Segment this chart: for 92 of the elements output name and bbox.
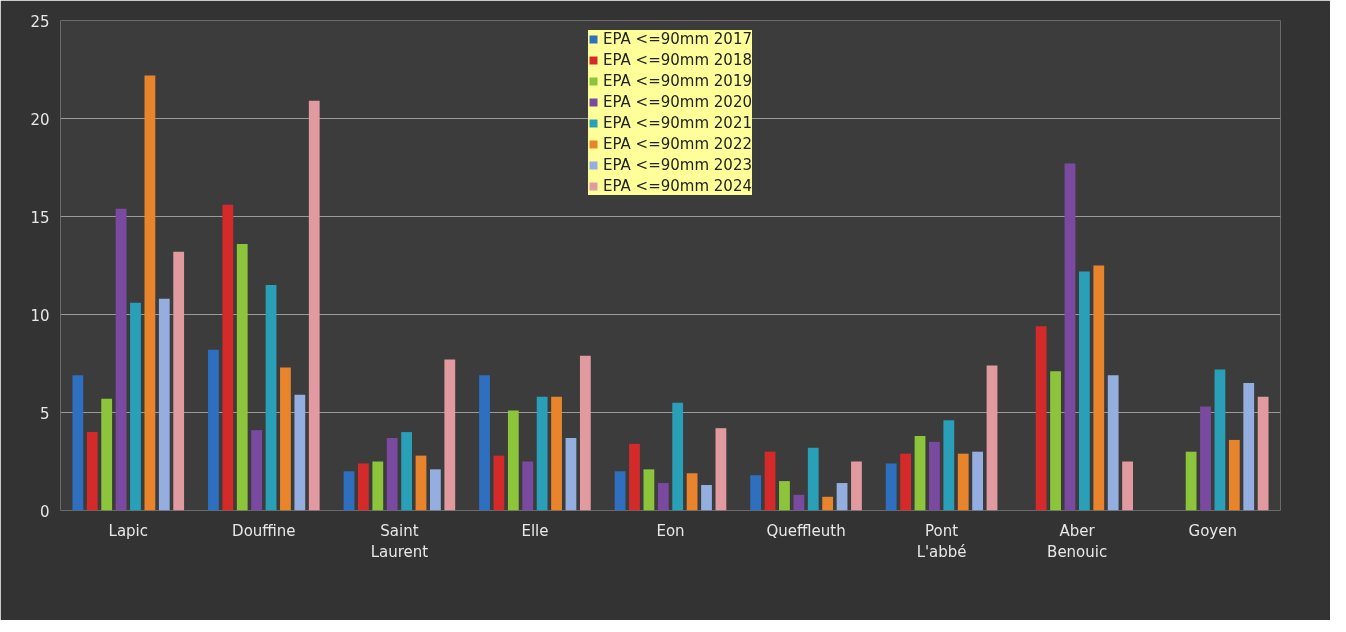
bar (444, 359, 456, 511)
bar (1035, 326, 1047, 511)
x-tick-label: Aber Benouic (1047, 521, 1108, 562)
bar (614, 471, 626, 511)
bar (479, 375, 490, 511)
y-tick-label: 25 (30, 12, 50, 31)
y-tick-label: 20 (30, 110, 50, 129)
bar (280, 367, 291, 511)
bar (929, 441, 940, 511)
bar (265, 285, 277, 511)
x-tick-label: Goyen (1188, 521, 1237, 540)
bar (1185, 451, 1197, 511)
bar (807, 447, 819, 511)
bar (986, 365, 998, 511)
bar (579, 355, 591, 511)
bar (357, 463, 369, 511)
bar (173, 251, 185, 511)
bar (672, 402, 684, 511)
bar (401, 432, 412, 511)
bar (1078, 271, 1090, 511)
bar (565, 437, 577, 511)
bar (1050, 371, 1061, 511)
bar (1243, 383, 1255, 511)
x-tick-label: Douffine (232, 521, 296, 540)
bar (1200, 406, 1211, 511)
bar (943, 420, 955, 511)
bar (72, 375, 84, 511)
bar (643, 469, 655, 511)
bar (885, 463, 897, 511)
bar (415, 455, 427, 511)
bar (236, 243, 248, 511)
bar (294, 394, 306, 511)
x-tick-label: Elle (521, 521, 549, 540)
bar (629, 443, 640, 511)
y-tick-label: 15 (30, 208, 50, 227)
bar (493, 455, 505, 511)
bar (900, 453, 912, 511)
legend-label: EPA <=90mm 2017 (603, 30, 752, 48)
legend-label: EPA <=90mm 2019 (603, 72, 752, 90)
bar (130, 302, 141, 511)
bar (1122, 461, 1133, 511)
bar (750, 475, 762, 511)
bar (115, 208, 127, 511)
x-tick-label: Eon (656, 521, 685, 540)
x-tick-label: Queffleuth (766, 521, 846, 540)
bar (701, 485, 712, 511)
bar (764, 451, 776, 511)
bar (251, 430, 263, 511)
bar (972, 451, 984, 511)
legend-label: EPA <=90mm 2024 (603, 177, 752, 195)
bar (86, 432, 98, 511)
bar (551, 396, 562, 511)
bar (308, 100, 320, 511)
bar (536, 396, 548, 511)
bar (429, 469, 441, 511)
bar (1214, 369, 1226, 511)
legend-label: EPA <=90mm 2022 (603, 135, 752, 153)
x-tick-label: Lapic (108, 521, 149, 540)
bar (1107, 375, 1119, 511)
legend-label: EPA <=90mm 2021 (603, 114, 752, 132)
bar (914, 436, 926, 511)
bar (372, 461, 384, 511)
bar (507, 410, 519, 511)
bar (386, 437, 398, 511)
legend-label: EPA <=90mm 2023 (603, 156, 752, 174)
bar (1093, 265, 1105, 511)
bar (836, 483, 848, 511)
bar (208, 349, 219, 511)
y-tick-label: 5 (39, 404, 50, 423)
x-tick-label: Saint Laurent (370, 521, 429, 562)
bar (779, 481, 790, 511)
bar (793, 494, 805, 511)
bar (158, 298, 170, 511)
bar (1257, 396, 1269, 511)
bar (1064, 163, 1076, 511)
bar (851, 461, 862, 511)
bar (686, 473, 698, 511)
bar (715, 428, 727, 511)
bar (657, 483, 669, 511)
bar (822, 496, 834, 511)
legend-label: EPA <=90mm 2018 (603, 51, 752, 69)
bar (957, 453, 969, 511)
x-tick-label: Pont L'abbé (916, 521, 967, 562)
bar (1228, 439, 1240, 511)
y-tick-label: 10 (30, 306, 50, 325)
y-tick-label: 0 (39, 502, 50, 521)
bar (522, 461, 534, 511)
bar (101, 398, 113, 511)
bar (222, 204, 234, 511)
bar (343, 471, 355, 511)
legend-label: EPA <=90mm 2020 (603, 93, 752, 111)
bar (144, 75, 156, 511)
